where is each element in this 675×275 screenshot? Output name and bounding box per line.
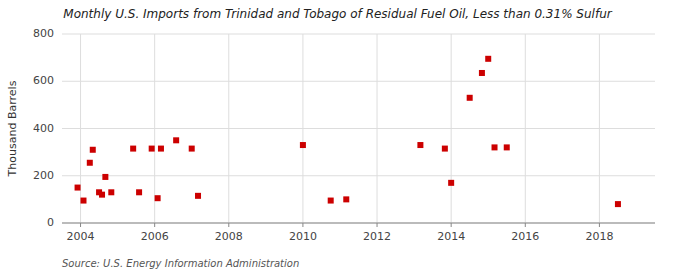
y-grid-line — [62, 223, 655, 224]
point — [485, 56, 491, 62]
point — [80, 198, 86, 204]
point — [158, 146, 164, 152]
point — [417, 142, 423, 148]
y-tick-label: 200 — [33, 169, 54, 182]
x-tick-label: 2012 — [363, 230, 391, 243]
background — [0, 0, 675, 275]
title: Monthly U.S. Imports from Trinidad and T… — [63, 7, 612, 21]
x-tick — [599, 223, 600, 227]
point — [195, 193, 201, 199]
point — [300, 142, 306, 148]
point — [343, 196, 349, 202]
point — [102, 174, 108, 180]
point — [467, 95, 473, 101]
point — [504, 144, 510, 150]
chart: 0 200 400 600 800 2004 2006 2008 2010 2012 2014 201… — [0, 0, 675, 275]
x-tick-label: 2004 — [67, 230, 95, 243]
source-note: Source: U.S. Energy Information Administ… — [62, 258, 299, 269]
y-tick-label: 0 — [47, 216, 54, 229]
point — [448, 180, 454, 186]
point — [136, 189, 142, 195]
point — [87, 160, 93, 166]
x-tick — [302, 223, 303, 227]
y-grid-line — [62, 175, 655, 176]
x-axis-line — [62, 223, 655, 224]
x-grid-line — [154, 34, 155, 223]
x-tick-label: 2006 — [141, 230, 169, 243]
x-tick-label: 2018 — [585, 230, 613, 243]
point — [479, 70, 485, 76]
x-grid-line — [228, 34, 229, 223]
x-tick — [377, 223, 378, 227]
y-grid-line — [62, 34, 655, 35]
x-grid-line — [302, 34, 303, 223]
x-grid-line — [451, 34, 452, 223]
grid — [62, 34, 655, 223]
point — [155, 195, 161, 201]
y-grid-line — [62, 128, 655, 129]
x-tick-label: 2008 — [215, 230, 243, 243]
x-grid-line — [599, 34, 600, 223]
x-grid-line — [525, 34, 526, 223]
page: {"chart_data": { "type": "scatter", "tit… — [0, 0, 675, 275]
x-tick — [451, 223, 452, 227]
x-grid-line — [377, 34, 378, 223]
point — [173, 137, 179, 143]
point — [75, 185, 81, 191]
axes: 0 200 400 600 800 2004 2006 2008 2010 2012 2014 201… — [33, 27, 655, 243]
point — [99, 192, 105, 198]
point — [328, 198, 334, 204]
y-tick-label: 400 — [33, 122, 54, 135]
point — [615, 201, 621, 207]
y-grid-line — [62, 81, 655, 82]
point — [189, 146, 195, 152]
point — [108, 189, 114, 195]
y-tick-label: 800 — [33, 27, 54, 40]
point — [442, 146, 448, 152]
x-tick-label: 2014 — [437, 230, 465, 243]
x-grid-line — [80, 34, 81, 223]
x-tick — [525, 223, 526, 227]
point — [130, 146, 136, 152]
point — [492, 144, 498, 150]
x-tick-label: 2010 — [289, 230, 317, 243]
x-tick-label: 2016 — [511, 230, 539, 243]
x-tick — [80, 223, 81, 227]
x-tick — [154, 223, 155, 227]
y-axis-label: Thousand Barrels — [6, 80, 19, 177]
x-tick — [228, 223, 229, 227]
points — [75, 56, 621, 207]
point — [149, 146, 155, 152]
point — [90, 147, 96, 153]
y-tick-label: 600 — [33, 74, 54, 87]
